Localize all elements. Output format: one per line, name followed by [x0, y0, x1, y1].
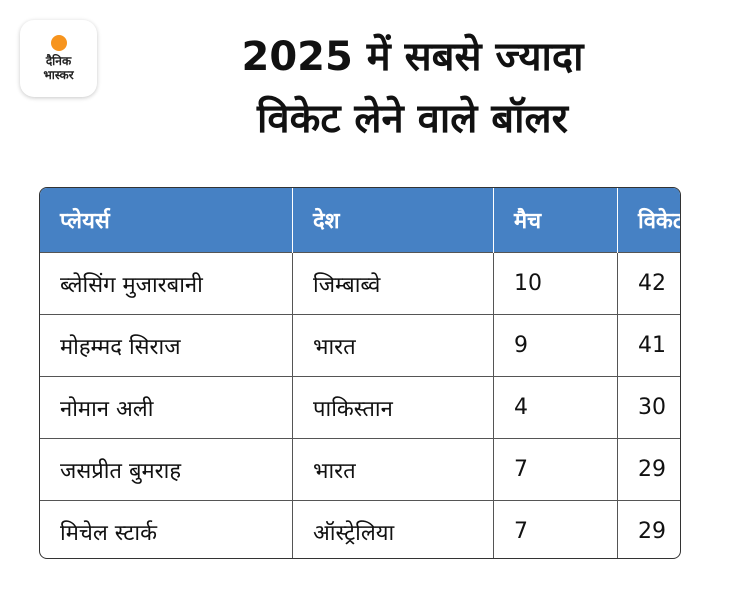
- cell-matches: 9: [493, 314, 618, 377]
- header-wickets: विकेट: [617, 188, 680, 253]
- title-line2: विकेट लेने वाले बॉलर: [257, 96, 568, 142]
- cell-wickets: 29: [617, 500, 680, 558]
- header-matches: मैच: [493, 188, 618, 253]
- page-title: 2025 में सबसे ज्यादा विकेट लेने वाले बॉल…: [115, 26, 710, 150]
- cell-wickets: 41: [617, 314, 680, 377]
- sun-icon: [50, 35, 67, 51]
- wicket-table: प्लेयर्स देश मैच विकेट ब्लेसिंग मुजारबान…: [39, 187, 681, 559]
- cell-country: पाकिस्तान: [292, 376, 494, 439]
- cell-player: मिचेल स्टार्क: [40, 500, 293, 558]
- cell-matches: 10: [493, 252, 618, 315]
- logo-text-line1: दैनिक: [45, 54, 72, 68]
- logo-text-line2: भास्कर: [43, 68, 74, 82]
- cell-country: भारत: [292, 314, 494, 377]
- header-country: देश: [292, 188, 494, 253]
- cell-wickets: 42: [617, 252, 680, 315]
- table-row: ब्लेसिंग मुजारबानी जिम्बाब्वे 10 42: [40, 252, 680, 315]
- dainik-bhaskar-logo: दैनिक भास्कर: [20, 20, 97, 97]
- cell-matches: 4: [493, 376, 618, 439]
- cell-country: भारत: [292, 438, 494, 501]
- cell-player: ब्लेसिंग मुजारबानी: [40, 252, 293, 315]
- cell-player: जसप्रीत बुमराह: [40, 438, 293, 501]
- cell-country: ऑस्ट्रेलिया: [292, 500, 494, 558]
- cell-player: नोमान अली: [40, 376, 293, 439]
- table-row: जसप्रीत बुमराह भारत 7 29: [40, 438, 680, 501]
- cell-country: जिम्बाब्वे: [292, 252, 494, 315]
- data-table: प्लेयर्स देश मैच विकेट ब्लेसिंग मुजारबान…: [40, 188, 680, 558]
- header-players: प्लेयर्स: [40, 188, 293, 253]
- table-row: नोमान अली पाकिस्तान 4 30: [40, 376, 680, 439]
- cell-wickets: 30: [617, 376, 680, 439]
- cell-matches: 7: [493, 438, 618, 501]
- cell-player: मोहम्मद सिराज: [40, 314, 293, 377]
- table-row: मिचेल स्टार्क ऑस्ट्रेलिया 7 29: [40, 500, 680, 558]
- cell-wickets: 29: [617, 438, 680, 501]
- title-line1: 2025 में सबसे ज्यादा: [241, 34, 584, 80]
- cell-matches: 7: [493, 500, 618, 558]
- table-header-row: प्लेयर्स देश मैच विकेट: [40, 188, 680, 253]
- table-row: मोहम्मद सिराज भारत 9 41: [40, 314, 680, 377]
